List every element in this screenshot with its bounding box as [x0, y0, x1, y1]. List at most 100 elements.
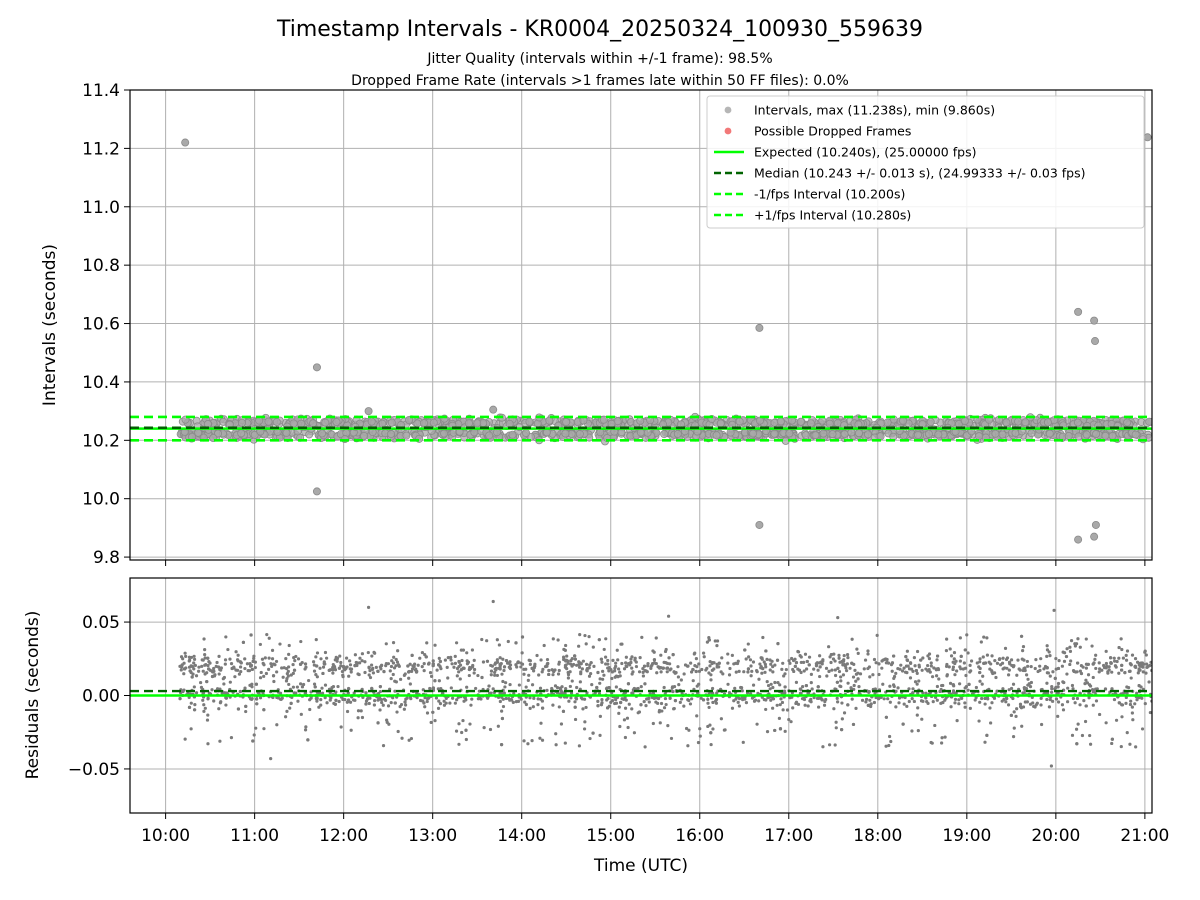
residual-point [776, 642, 780, 646]
residual-point [838, 684, 842, 688]
residual-point [382, 669, 386, 674]
residual-point [807, 655, 812, 659]
residual-point [935, 684, 940, 689]
residual-point [634, 687, 638, 691]
residual-point [224, 696, 228, 700]
residual-point [578, 680, 582, 684]
residual-point [367, 666, 371, 670]
residual-point [1011, 682, 1016, 686]
residual-point [217, 707, 221, 711]
interval-point [716, 419, 725, 428]
residual-point [540, 738, 545, 742]
residual-point [574, 697, 579, 701]
residual-point [437, 656, 441, 660]
residual-point [643, 682, 647, 686]
residual-point [339, 725, 343, 729]
residual-point [312, 682, 317, 686]
residual-point [679, 678, 683, 682]
interval-point [770, 429, 779, 438]
residual-point [378, 708, 382, 712]
residual-point [905, 704, 909, 708]
residual-point [1060, 703, 1065, 707]
residual-point [1062, 659, 1067, 663]
residual-point [1000, 699, 1004, 703]
residual-point [773, 728, 777, 733]
residual-point [1091, 703, 1095, 707]
residual-point [1039, 703, 1043, 707]
residual-point [294, 691, 298, 695]
residual-point [935, 654, 940, 658]
residual-point [349, 670, 353, 674]
residual-point [880, 666, 884, 670]
residual-point [315, 697, 319, 701]
residual-point [547, 668, 551, 673]
residual-point [753, 698, 758, 702]
residual-point [189, 655, 194, 660]
residual-point [201, 669, 205, 673]
residual-point [409, 736, 414, 741]
residual-point [833, 668, 837, 672]
residual-point [854, 706, 858, 710]
residual-point [665, 670, 669, 674]
residual-point [1066, 686, 1070, 690]
residual-point [497, 643, 501, 647]
residual-point [1004, 657, 1009, 662]
residual-point [455, 674, 459, 678]
residual-point [392, 655, 396, 659]
residual-point [757, 699, 761, 703]
residual-point [364, 699, 369, 703]
residual-point [714, 701, 719, 705]
interval-point [840, 430, 849, 439]
interval-point [387, 418, 396, 427]
residual-point [1019, 634, 1024, 638]
residual-point [465, 662, 470, 666]
residual-point [449, 686, 453, 690]
residual-point [809, 697, 813, 701]
residual-point [1018, 702, 1023, 706]
residual-outlier-point [269, 757, 273, 761]
residual-point [371, 671, 376, 675]
residual-point [501, 657, 505, 661]
residual-point [951, 665, 956, 669]
interval-point [297, 419, 306, 428]
residual-point [364, 691, 368, 695]
residual-point [570, 679, 574, 683]
residual-point [445, 665, 449, 669]
residual-point [709, 696, 714, 700]
residual-point [854, 679, 858, 683]
interval-point [1021, 418, 1030, 427]
residual-point [676, 675, 681, 679]
residual-outlier-point [1049, 764, 1054, 768]
interval-point [806, 419, 815, 428]
residual-point [353, 653, 357, 657]
y-tick-label: 10.8 [82, 256, 120, 276]
residual-point [1045, 654, 1049, 658]
residual-point [1026, 677, 1030, 681]
residual-point [750, 669, 754, 673]
residual-point [485, 659, 490, 663]
residual-point [726, 682, 730, 686]
residual-point [799, 670, 803, 675]
residual-point [224, 703, 228, 707]
residual-point [467, 673, 471, 678]
interval-outlier-point [489, 405, 498, 414]
residual-point [420, 665, 424, 669]
x-tick-label: 19:00 [942, 826, 991, 846]
residual-point [698, 734, 702, 738]
residual-point [978, 679, 982, 683]
residual-point [589, 661, 593, 665]
residual-point [333, 668, 338, 672]
interval-point [429, 418, 438, 427]
residual-point [700, 667, 704, 672]
chart-title: Timestamp Intervals - KR0004_20250324_10… [276, 17, 923, 42]
residual-point [778, 683, 782, 687]
residual-point [1086, 662, 1091, 666]
residual-point [403, 700, 407, 704]
residual-point [866, 703, 870, 707]
residual-point [189, 727, 193, 731]
residual-point [467, 667, 472, 672]
interval-point [828, 430, 837, 439]
residual-point [958, 665, 962, 669]
residual-point [940, 736, 944, 740]
residual-point [190, 675, 194, 679]
